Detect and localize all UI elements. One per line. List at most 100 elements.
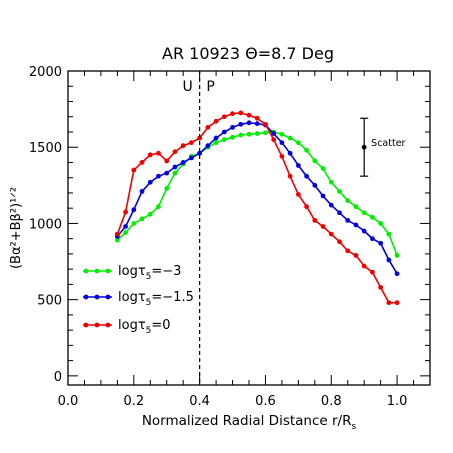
series-line <box>116 121 398 275</box>
x-tick-label: 0.6 <box>255 394 276 409</box>
series-point <box>197 150 203 156</box>
series-point <box>197 135 203 141</box>
series-line <box>116 131 398 256</box>
series-point <box>287 173 293 179</box>
x-tick-label: 1.0 <box>387 394 408 409</box>
legend-marker <box>94 268 100 274</box>
series-point <box>320 193 326 199</box>
legend-item: logτ5=−3 <box>83 264 181 282</box>
series-point <box>328 179 334 185</box>
series-point <box>254 115 260 121</box>
series-point <box>147 211 153 217</box>
series-point <box>189 155 194 161</box>
series-point <box>156 150 161 156</box>
legend-item: logτ5=0 <box>83 318 171 336</box>
series-point <box>139 189 145 194</box>
legend-marker <box>105 268 111 274</box>
series-point <box>213 118 219 124</box>
series-point <box>337 239 342 245</box>
series-point <box>279 153 285 159</box>
series-point <box>378 221 384 226</box>
legend-label: logτ5=−1.5 <box>118 290 194 308</box>
legend-marker <box>83 294 89 300</box>
series-point <box>320 166 326 171</box>
series-point <box>131 221 137 226</box>
series-point <box>230 134 235 140</box>
series-0 <box>114 129 400 258</box>
scatter-point <box>361 144 367 150</box>
legend-marker <box>94 322 100 328</box>
series-point <box>246 131 252 137</box>
series-2 <box>114 110 400 306</box>
legend-marker <box>83 268 89 274</box>
series-point <box>254 131 260 136</box>
series-point <box>238 132 244 138</box>
series-point <box>263 130 268 136</box>
series-point <box>164 170 170 176</box>
series-point <box>279 140 285 146</box>
series-point <box>221 114 227 120</box>
y-tick-label: 500 <box>37 294 62 309</box>
series-point <box>295 140 301 146</box>
series-point <box>337 189 342 194</box>
series-point <box>189 140 194 146</box>
x-tick-label: 0.2 <box>123 394 144 409</box>
series-point <box>147 152 153 158</box>
y-tick-label: 1000 <box>29 217 62 232</box>
series-point <box>230 111 235 117</box>
series-layer <box>114 110 400 306</box>
series-point <box>114 237 120 243</box>
legend-label: logτ5=−3 <box>118 264 181 282</box>
series-point <box>205 143 211 149</box>
x-tick-label: 0.4 <box>189 394 210 409</box>
series-point <box>394 300 400 306</box>
series-point <box>304 147 309 153</box>
series-point <box>254 121 260 126</box>
series-point <box>123 230 128 235</box>
series-point <box>123 209 128 215</box>
series-point <box>131 207 137 213</box>
series-point <box>386 257 392 263</box>
x-tick-label: 0.0 <box>58 394 79 409</box>
series-point <box>295 163 301 168</box>
series-point <box>238 121 244 127</box>
legend-marker <box>105 322 111 328</box>
y-tick-label: 1500 <box>29 141 62 156</box>
x-tick-label: 0.8 <box>321 394 342 409</box>
scatter-label: Scatter <box>371 138 405 149</box>
series-point <box>139 216 145 222</box>
series-point <box>287 150 293 156</box>
series-point <box>320 224 326 229</box>
series-point <box>147 179 153 185</box>
series-point <box>312 182 318 188</box>
series-point <box>221 129 227 135</box>
y-axis-label: (Bα²+Bβ²)¹ᐟ² <box>9 187 24 269</box>
series-point <box>345 217 351 223</box>
series-point <box>361 228 367 234</box>
legend-item: logτ5=−1.5 <box>83 290 194 308</box>
series-point <box>353 253 359 258</box>
series-point <box>345 248 351 254</box>
series-point <box>263 121 268 127</box>
series-point <box>304 173 309 179</box>
series-point <box>246 120 252 126</box>
series-point <box>123 224 128 229</box>
series-point <box>156 173 161 179</box>
chart-title: AR 10923 Θ=8.7 Deg <box>162 44 334 63</box>
series-point <box>139 160 145 165</box>
series-point <box>205 124 211 130</box>
series-point <box>271 137 277 142</box>
series-point <box>172 149 178 155</box>
series-point <box>394 271 400 277</box>
series-point <box>328 231 334 237</box>
umbra-label: U <box>183 79 193 95</box>
series-1 <box>114 120 400 277</box>
series-point <box>221 137 227 142</box>
series-point <box>370 214 375 220</box>
legend: logτ5=−3 logτ5=−1.5 logτ5=0 <box>83 264 194 336</box>
series-point <box>164 158 170 164</box>
series-point <box>337 210 342 216</box>
y-tick-label: 0 <box>54 370 62 385</box>
series-point <box>180 143 186 149</box>
